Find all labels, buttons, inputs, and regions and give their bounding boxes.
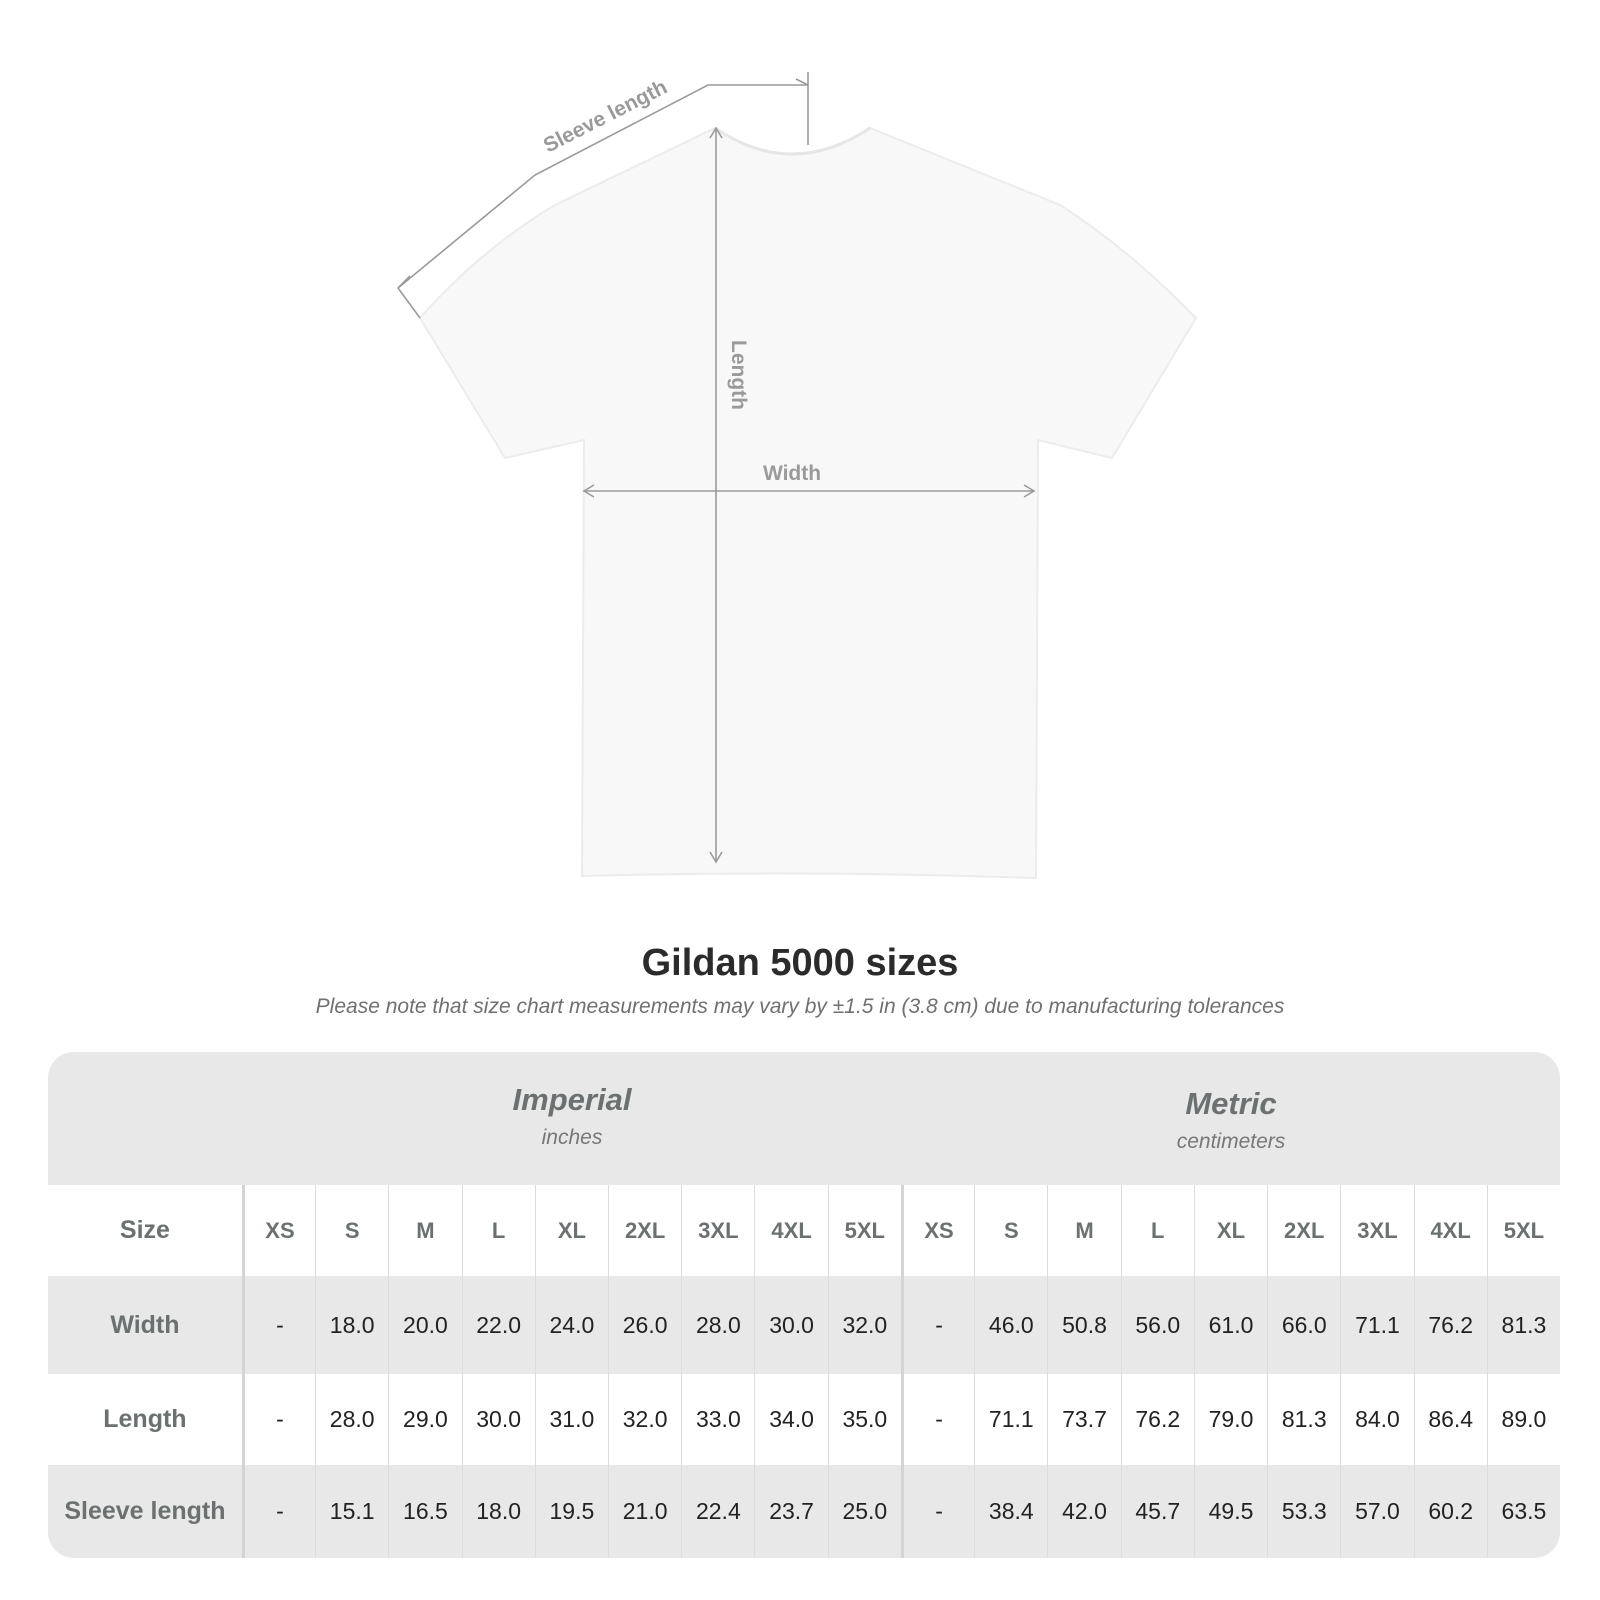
tshirt-shape (418, 126, 1198, 880)
value-cell-imperial: 32.0 (827, 1276, 901, 1374)
value-cell-imperial: 25.0 (827, 1465, 901, 1558)
metric-header: Metric centimeters (902, 1086, 1560, 1219)
value-cell-imperial: 22.4 (681, 1465, 754, 1558)
value-cell-imperial: 15.1 (315, 1465, 388, 1558)
size-header-metric: 2XL (1267, 1185, 1340, 1276)
size-header-imperial: S (315, 1185, 388, 1276)
row-label: Width (110, 1310, 180, 1339)
size-header-metric: L (1120, 1185, 1194, 1276)
size-header-metric: XL (1193, 1185, 1267, 1276)
imperial-label: Imperial (512, 1082, 632, 1117)
value-cell-metric: 89.0 (1486, 1374, 1560, 1465)
value-cell-imperial: 21.0 (608, 1465, 681, 1558)
value-cell-metric: 53.3 (1267, 1465, 1340, 1558)
page-title: Gildan 5000 sizes (641, 942, 959, 984)
value-cell-metric: 50.8 (1047, 1276, 1120, 1374)
value-cell-metric: 38.4 (974, 1465, 1047, 1558)
value-cell-imperial: 32.0 (608, 1374, 681, 1465)
size-header-metric: 3XL (1340, 1185, 1413, 1276)
value-cell-metric: 57.0 (1340, 1465, 1413, 1558)
tshirt-diagram: Sleeve length Length Width (397, 72, 1198, 880)
size-header-row: Size XS S M L XL 2XL 3XL 4XL 5XL XS S M L XL 2XL 3XL 4XL 5… (48, 1185, 1560, 1276)
tolerance-note: Please note that size chart measurements… (315, 995, 1285, 1018)
value-cell-metric: 71.1 (1340, 1276, 1413, 1374)
value-cell-imperial: - (241, 1276, 315, 1374)
value-cell-metric: 79.0 (1193, 1374, 1267, 1465)
size-header-imperial: XL (534, 1185, 608, 1276)
value-cell-metric: 81.3 (1267, 1374, 1340, 1465)
value-cell-metric: 42.0 (1047, 1465, 1120, 1558)
size-header-metric: 4XL (1413, 1185, 1487, 1276)
value-cell-metric: 66.0 (1267, 1276, 1340, 1374)
value-cell-imperial: 19.5 (534, 1465, 608, 1558)
value-cell-imperial: 18.0 (461, 1465, 535, 1558)
row-label: Sleeve length (64, 1497, 226, 1525)
width-label: Width (763, 462, 821, 485)
row-label: Size (119, 1216, 170, 1244)
size-header-imperial: M (388, 1185, 461, 1276)
imperial-unit: inches (541, 1126, 603, 1149)
value-cell-metric: 76.2 (1120, 1374, 1194, 1465)
size-header-metric: S (974, 1185, 1047, 1276)
value-cell-imperial: 24.0 (534, 1276, 608, 1374)
value-cell-metric: 45.7 (1120, 1465, 1194, 1558)
table-row: Width -18.0 20.0 22.0 24.0 26.0 28.0 30.0 32.0-4… (48, 1276, 1560, 1374)
size-header-imperial: L (461, 1185, 535, 1276)
value-cell-imperial: 20.0 (388, 1276, 461, 1374)
value-cell-imperial: - (241, 1374, 315, 1465)
size-header-imperial: 4XL (754, 1185, 827, 1276)
value-cell-imperial: 33.0 (681, 1374, 754, 1465)
value-cell-metric: 56.0 (1120, 1276, 1194, 1374)
value-cell-imperial: 26.0 (608, 1276, 681, 1374)
value-cell-imperial: 22.0 (461, 1276, 535, 1374)
value-cell-metric: 76.2 (1413, 1276, 1487, 1374)
value-cell-imperial: 28.0 (681, 1276, 754, 1374)
value-cell-metric: 73.7 (1047, 1374, 1120, 1465)
value-cell-metric: - (900, 1374, 974, 1465)
measure-lines (397, 72, 1036, 864)
value-cell-metric: 81.3 (1486, 1276, 1560, 1374)
table-row: Sleeve length -15.1 16.5 18.0 19.5 21.0 22.4 23… (48, 1465, 1560, 1558)
value-cell-imperial: 23.7 (754, 1465, 827, 1558)
value-cell-imperial: 30.0 (461, 1374, 535, 1465)
table-row: Length -28.0 29.0 30.0 31.0 32.0 33.0 34.0 35.0-… (48, 1374, 1560, 1465)
value-cell-metric: 60.2 (1413, 1465, 1487, 1558)
size-header-metric: XS (900, 1185, 974, 1276)
value-cell-imperial: 16.5 (388, 1465, 461, 1558)
value-cell-metric: 61.0 (1193, 1276, 1267, 1374)
size-header-metric: M (1047, 1185, 1120, 1276)
metric-unit: centimeters (1176, 1130, 1286, 1153)
value-cell-imperial: 30.0 (754, 1276, 827, 1374)
sleeve-length-label: Sleeve length (540, 75, 671, 157)
value-cell-metric: - (900, 1276, 974, 1374)
value-cell-metric: - (900, 1465, 974, 1558)
value-cell-imperial: - (241, 1465, 315, 1558)
size-header-metric: 5XL (1486, 1185, 1560, 1276)
value-cell-metric: 46.0 (974, 1276, 1047, 1374)
value-cell-imperial: 31.0 (534, 1374, 608, 1465)
length-label: Length (727, 340, 750, 410)
value-cell-imperial: 35.0 (827, 1374, 901, 1465)
value-cell-metric: 86.4 (1413, 1374, 1487, 1465)
size-header-imperial: 5XL (827, 1185, 901, 1276)
value-cell-imperial: 34.0 (754, 1374, 827, 1465)
row-label: Length (103, 1405, 187, 1433)
metric-label: Metric (1185, 1086, 1277, 1121)
value-cell-imperial: 28.0 (315, 1374, 388, 1465)
value-cell-metric: 71.1 (974, 1374, 1047, 1465)
value-cell-imperial: 29.0 (388, 1374, 461, 1465)
size-header-imperial: XS (241, 1185, 315, 1276)
value-cell-metric: 49.5 (1193, 1465, 1267, 1558)
value-cell-imperial: 18.0 (315, 1276, 388, 1374)
value-cell-metric: 84.0 (1340, 1374, 1413, 1465)
size-header-imperial: 2XL (608, 1185, 681, 1276)
size-table: Imperial inches Metric centimeters Size X… (48, 1052, 1560, 1558)
imperial-header: Imperial inches (242, 1082, 902, 1215)
size-header-imperial: 3XL (681, 1185, 754, 1276)
value-cell-metric: 63.5 (1486, 1465, 1560, 1558)
